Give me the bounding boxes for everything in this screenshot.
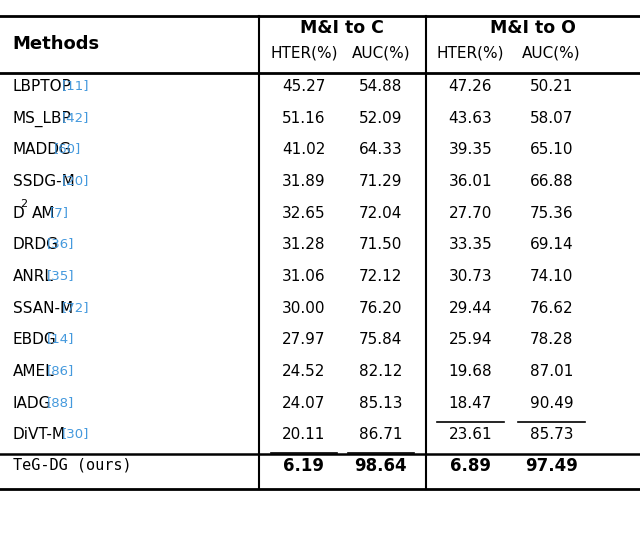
Text: 18.47: 18.47 (449, 396, 492, 411)
Text: ANRL: ANRL (13, 269, 54, 284)
Text: HTER(%): HTER(%) (436, 45, 504, 60)
Text: 74.10: 74.10 (530, 269, 573, 284)
Text: LBPTOP: LBPTOP (13, 79, 72, 94)
Text: 31.89: 31.89 (282, 174, 326, 189)
Text: 36.01: 36.01 (449, 174, 492, 189)
Text: DiVT-M: DiVT-M (13, 427, 66, 442)
Text: EBDG: EBDG (13, 332, 56, 347)
Text: [36]: [36] (47, 237, 74, 250)
Text: [60]: [60] (54, 142, 81, 155)
Text: 71.50: 71.50 (359, 237, 403, 252)
Text: [72]: [72] (61, 301, 89, 314)
Text: 20.11: 20.11 (282, 427, 326, 442)
Text: 86.71: 86.71 (359, 427, 403, 442)
Text: M&I to C: M&I to C (300, 19, 385, 37)
Text: DRDG: DRDG (13, 237, 59, 252)
Text: [88]: [88] (47, 396, 74, 409)
Text: [35]: [35] (47, 269, 74, 282)
Text: MADDG: MADDG (13, 142, 72, 157)
Text: 75.84: 75.84 (359, 332, 403, 347)
Text: 76.62: 76.62 (530, 301, 573, 316)
Text: 64.33: 64.33 (359, 142, 403, 157)
Text: 58.07: 58.07 (530, 111, 573, 126)
Text: [14]: [14] (47, 332, 74, 345)
Text: 72.04: 72.04 (359, 206, 403, 221)
Text: TeG-DG (ours): TeG-DG (ours) (13, 457, 131, 472)
Text: 25.94: 25.94 (449, 332, 492, 347)
Text: 27.97: 27.97 (282, 332, 326, 347)
Text: 54.88: 54.88 (359, 79, 403, 94)
Text: 82.12: 82.12 (359, 364, 403, 379)
Text: 30.00: 30.00 (282, 301, 326, 316)
Text: [42]: [42] (61, 111, 89, 124)
Text: [20]: [20] (61, 174, 89, 187)
Text: HTER(%): HTER(%) (270, 45, 338, 60)
Text: 90.49: 90.49 (530, 396, 573, 411)
Text: MS_LBP: MS_LBP (13, 111, 72, 127)
Text: M&I to O: M&I to O (490, 19, 576, 37)
Text: [86]: [86] (47, 364, 74, 377)
Text: 72.12: 72.12 (359, 269, 403, 284)
Text: 45.27: 45.27 (282, 79, 326, 94)
Text: [11]: [11] (61, 79, 89, 92)
Text: AM: AM (32, 206, 55, 221)
Text: 47.26: 47.26 (449, 79, 492, 94)
Text: 69.14: 69.14 (530, 237, 573, 252)
Text: IADG: IADG (13, 396, 51, 411)
Text: [30]: [30] (61, 427, 89, 440)
Text: SSAN-M: SSAN-M (13, 301, 73, 316)
Text: 6.19: 6.19 (284, 457, 324, 475)
Text: 50.21: 50.21 (530, 79, 573, 94)
Text: 23.61: 23.61 (449, 427, 492, 442)
Text: 97.49: 97.49 (525, 457, 578, 475)
Text: 32.65: 32.65 (282, 206, 326, 221)
Text: 24.07: 24.07 (282, 396, 326, 411)
Text: 2: 2 (20, 199, 28, 209)
Text: 39.35: 39.35 (449, 142, 492, 157)
Text: 43.63: 43.63 (449, 111, 492, 126)
Text: 31.28: 31.28 (282, 237, 326, 252)
Text: 29.44: 29.44 (449, 301, 492, 316)
Text: 30.73: 30.73 (449, 269, 492, 284)
Text: 24.52: 24.52 (282, 364, 326, 379)
Text: AUC(%): AUC(%) (351, 45, 410, 60)
Text: D: D (13, 206, 24, 221)
Text: 76.20: 76.20 (359, 301, 403, 316)
Text: 85.13: 85.13 (359, 396, 403, 411)
Text: 66.88: 66.88 (530, 174, 573, 189)
Text: 52.09: 52.09 (359, 111, 403, 126)
Text: 78.28: 78.28 (530, 332, 573, 347)
Text: 31.06: 31.06 (282, 269, 326, 284)
Text: 85.73: 85.73 (530, 427, 573, 442)
Text: 75.36: 75.36 (530, 206, 573, 221)
Text: 19.68: 19.68 (449, 364, 492, 379)
Text: Methods: Methods (13, 35, 100, 53)
Text: 98.64: 98.64 (355, 457, 407, 475)
Text: 87.01: 87.01 (530, 364, 573, 379)
Text: 33.35: 33.35 (449, 237, 492, 252)
Text: SSDG-M: SSDG-M (13, 174, 74, 189)
Text: 27.70: 27.70 (449, 206, 492, 221)
Text: AMEL: AMEL (13, 364, 54, 379)
Text: AUC(%): AUC(%) (522, 45, 581, 60)
Text: 41.02: 41.02 (282, 142, 326, 157)
Text: 6.89: 6.89 (450, 457, 491, 475)
Text: 71.29: 71.29 (359, 174, 403, 189)
Text: [7]: [7] (50, 206, 68, 219)
Text: 65.10: 65.10 (530, 142, 573, 157)
Text: 51.16: 51.16 (282, 111, 326, 126)
